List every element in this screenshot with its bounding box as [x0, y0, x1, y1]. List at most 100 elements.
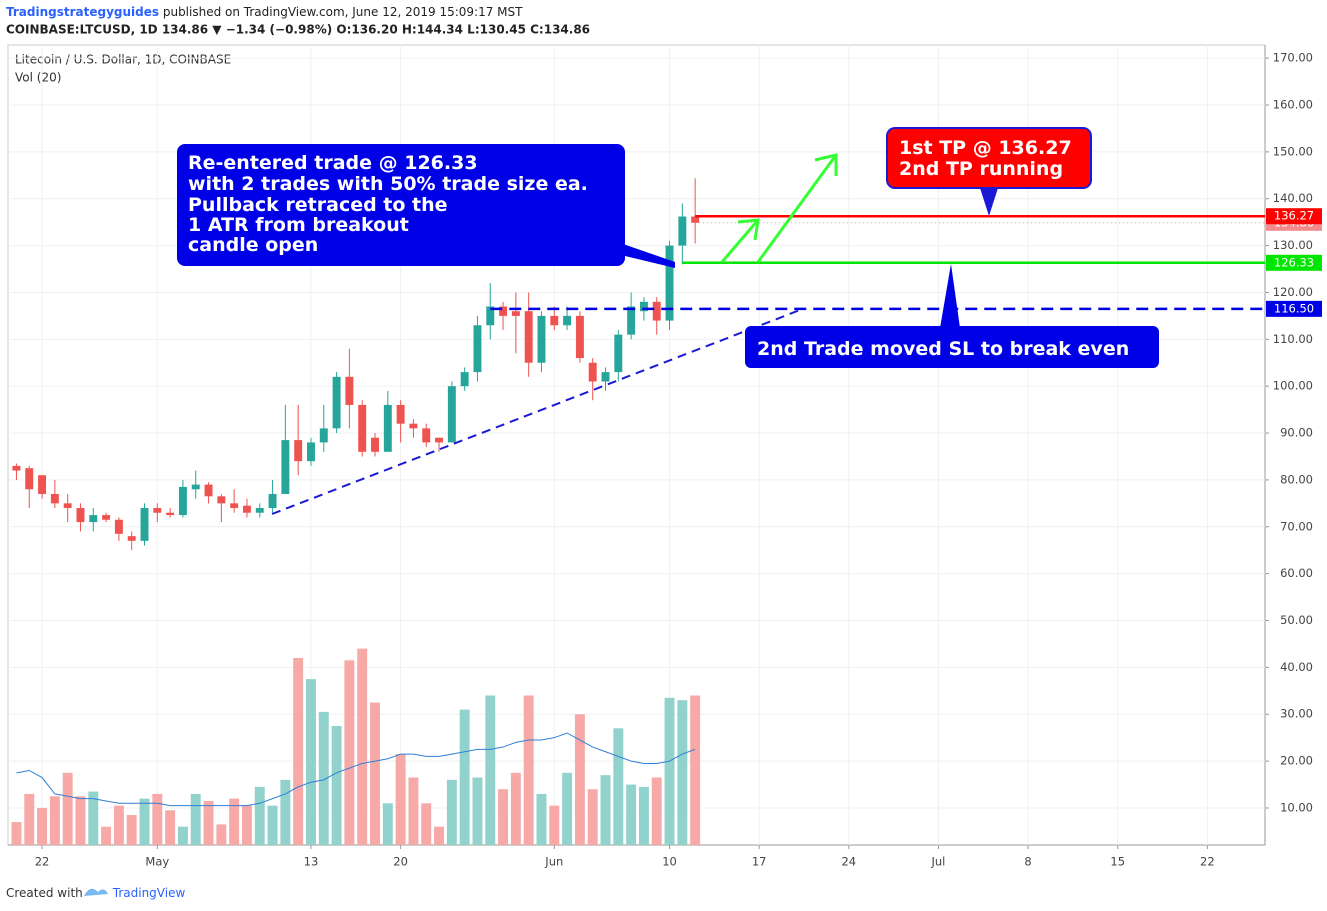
- volume-bar: [664, 697, 675, 845]
- y-tick-label: 170.00: [1273, 51, 1313, 65]
- volume-bar: [11, 822, 22, 845]
- callout-pointer: [980, 188, 998, 216]
- annotation-line: 1 ATR from breakout: [188, 214, 409, 236]
- y-tick-label: 120.00: [1273, 285, 1313, 299]
- volume-bar: [536, 793, 547, 845]
- volume-bar: [613, 728, 624, 845]
- candle-body: [38, 475, 47, 494]
- volume-bar: [126, 815, 137, 845]
- volume-bar: [677, 700, 688, 845]
- candle-body: [665, 245, 674, 321]
- y-tick-label: 140.00: [1273, 191, 1313, 205]
- candle-body: [127, 536, 136, 541]
- callout-pointer: [940, 264, 960, 328]
- annotation-line: Pullback retraced to the: [188, 194, 448, 216]
- x-tick-label: May: [145, 855, 169, 869]
- candle-body: [627, 306, 636, 335]
- plot: [8, 45, 1265, 845]
- candle-body: [204, 484, 213, 497]
- x-tick-label: 13: [304, 855, 319, 869]
- candle-body: [524, 311, 533, 363]
- volume-bar: [254, 786, 265, 845]
- volume-bar: [498, 789, 509, 845]
- volume-bar: [24, 793, 35, 845]
- x-tick-label: 20: [393, 855, 408, 869]
- candle-body: [588, 362, 597, 382]
- candle-body: [114, 519, 123, 534]
- volume-bar: [510, 772, 521, 845]
- x-tick-label: 10: [662, 855, 677, 869]
- y-tick-label: 150.00: [1273, 144, 1313, 158]
- arrow-head: [737, 218, 760, 241]
- y-tick-label: 60.00: [1280, 566, 1313, 580]
- volume-bar: [216, 824, 227, 845]
- price-tag-label: 116.50: [1274, 301, 1314, 315]
- published: published on TradingView.com, June 12, 2…: [159, 5, 523, 19]
- price-tag: [1266, 254, 1322, 271]
- y-tick-label: 130.00: [1273, 238, 1313, 252]
- volume-bar: [241, 805, 252, 845]
- volume-bar: [690, 695, 701, 845]
- x-tick-label: 22: [35, 855, 50, 869]
- callout-box: [745, 326, 1159, 368]
- volume-bar: [306, 679, 316, 845]
- y-tick-label: 100.00: [1273, 379, 1313, 393]
- price-tag: [1266, 208, 1322, 225]
- candle-body: [396, 404, 405, 424]
- volume-bar: [190, 793, 201, 845]
- volume-bar: [267, 805, 278, 845]
- y-tick-label: 50.00: [1280, 613, 1313, 627]
- volume-bar: [152, 793, 163, 845]
- candle-body: [460, 372, 469, 387]
- volume-bar: [472, 777, 483, 845]
- annotation-line: Re-entered trade @ 126.33: [188, 152, 478, 174]
- y-tick-label: 160.00: [1273, 97, 1313, 111]
- candle-body: [537, 315, 546, 363]
- volume-bar: [574, 714, 585, 845]
- candle-body: [614, 334, 623, 373]
- volume-bar: [203, 800, 214, 845]
- x-tick-label: 22: [1200, 855, 1215, 869]
- y-tick-label: 40.00: [1280, 660, 1313, 674]
- arrow-head: [814, 153, 838, 176]
- volume-bar: [485, 695, 496, 845]
- author: Tradingstrategyguides: [6, 5, 159, 19]
- price-tag-label: 136.27: [1274, 209, 1314, 223]
- candle-body: [255, 508, 264, 513]
- candle-body: [268, 493, 277, 509]
- x-tick-label: 15: [1110, 855, 1125, 869]
- candle-body: [89, 515, 98, 523]
- annotation-line: candle open: [188, 234, 318, 256]
- annotation-line: 2nd Trade moved SL to break even: [757, 338, 1129, 360]
- candle-body: [319, 428, 328, 443]
- candle-body: [409, 423, 418, 429]
- footer-prefix: Created with: [6, 886, 83, 900]
- y-tick-label: 20.00: [1280, 754, 1313, 768]
- volume-bar: [434, 826, 445, 845]
- arrow: [756, 154, 838, 263]
- x-tick-label: 24: [841, 855, 856, 869]
- price-tag-label: 126.33: [1274, 255, 1314, 269]
- candle-body: [242, 505, 251, 513]
- x-tick-label: 17: [752, 855, 767, 869]
- symbol-line: COINBASE:LTCUSD, 1D 134.86 ▼ −1.34 (−0.9…: [6, 23, 590, 37]
- candle-body: [166, 512, 175, 516]
- volume-bar: [139, 798, 150, 845]
- volume-bar: [638, 786, 649, 845]
- callout-box: [177, 144, 625, 266]
- volume-bar: [446, 779, 457, 845]
- candle-body: [217, 496, 226, 504]
- candle-body: [486, 306, 495, 326]
- candle-body: [63, 503, 72, 509]
- volume-bar: [318, 711, 329, 845]
- candle-body: [76, 508, 85, 523]
- volume-bar: [651, 777, 662, 845]
- volume-bar: [280, 779, 291, 845]
- trend-line: [271, 309, 801, 515]
- y-tick-label: 80.00: [1280, 472, 1313, 486]
- candle-body: [691, 216, 700, 223]
- volume-bar: [293, 658, 304, 845]
- candle-body: [435, 437, 444, 443]
- volume-bar: [523, 695, 534, 845]
